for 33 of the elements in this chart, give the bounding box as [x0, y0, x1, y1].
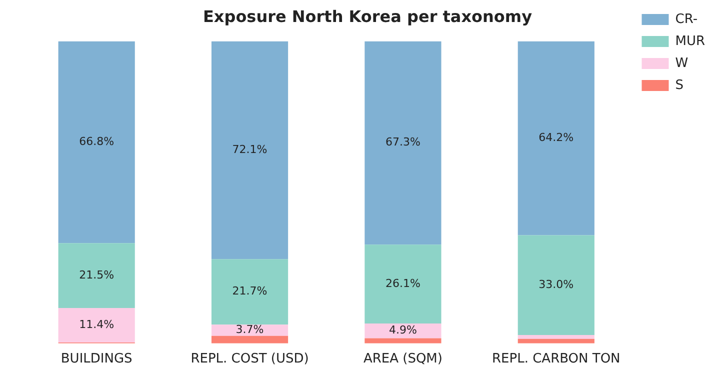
x-tick-label: REPL. COST (USD)	[190, 352, 309, 367]
data-label: 26.1%	[385, 276, 420, 290]
bar	[518, 41, 594, 236]
data-label: 64.2%	[538, 131, 574, 144]
data-label: 4.9%	[388, 324, 417, 337]
bar	[58, 308, 135, 342]
legend-label: MUR	[675, 34, 705, 49]
data-label: 33.0%	[538, 278, 574, 291]
bar	[518, 334, 594, 339]
bar	[211, 41, 288, 260]
bar	[58, 41, 135, 244]
bar	[211, 324, 288, 336]
data-label: 21.5%	[79, 268, 114, 282]
data-label: 3.7%	[236, 323, 264, 336]
data-label: 72.1%	[232, 143, 268, 156]
x-tick-label: AREA (SQM)	[363, 352, 442, 367]
bar	[364, 323, 442, 338]
data-label: 67.3%	[385, 136, 420, 149]
legend-label: CR-	[675, 12, 698, 27]
bar	[211, 259, 288, 325]
legend-label: S	[675, 78, 684, 93]
bar	[518, 235, 594, 335]
data-label: 21.7%	[232, 284, 268, 298]
chart-title: Exposure North Korea per taxonomy	[202, 6, 533, 26]
x-tick-label: BUILDINGS	[60, 352, 132, 367]
data-label: 11.4%	[79, 318, 114, 332]
bar	[211, 336, 288, 344]
bar	[364, 41, 442, 245]
bar	[58, 243, 135, 308]
bar	[364, 244, 442, 324]
data-label: 66.8%	[79, 134, 114, 148]
x-tick-label: REPL. CARBON TON	[492, 352, 620, 367]
legend-label: W	[675, 56, 688, 71]
